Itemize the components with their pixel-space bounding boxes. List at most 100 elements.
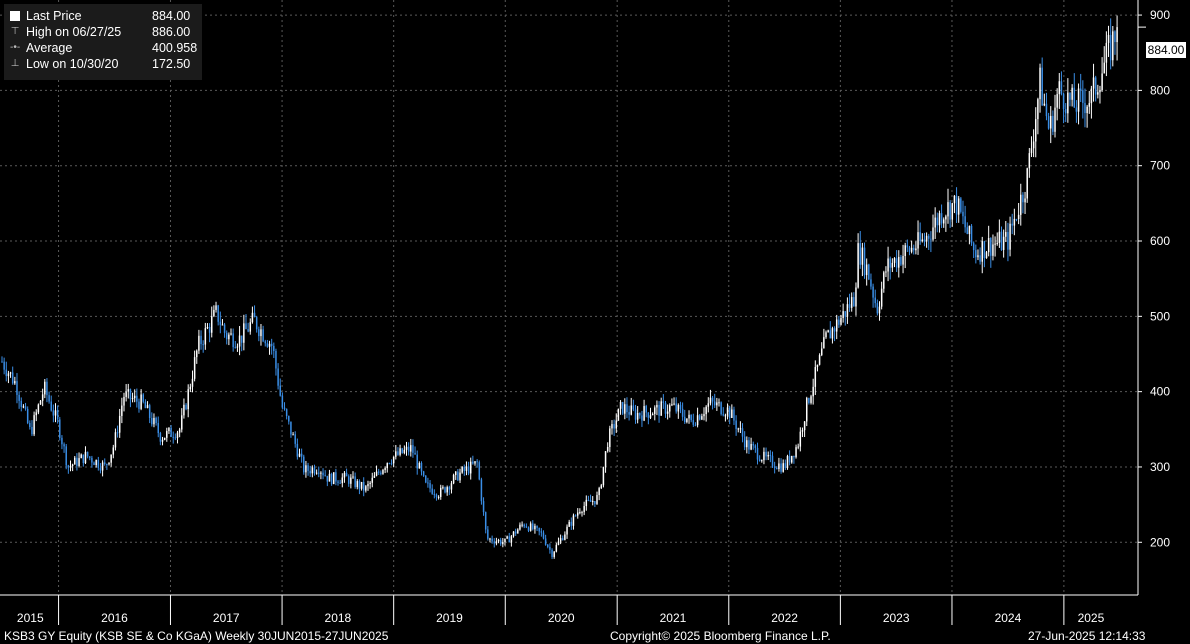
candle (994, 236, 996, 257)
candle (902, 244, 904, 274)
legend-row-average: -•- Average 400.958 (4, 40, 202, 56)
candle (275, 348, 277, 376)
candle (499, 537, 502, 546)
candle (467, 461, 470, 476)
candle (347, 474, 350, 487)
candle (369, 481, 371, 489)
candle (889, 256, 891, 280)
candle (39, 400, 42, 405)
candle (532, 520, 534, 531)
x-tick-label: 2025 (1078, 611, 1105, 625)
candle (266, 339, 269, 348)
candle (61, 435, 63, 450)
candle (713, 393, 716, 408)
candle (335, 468, 337, 486)
candle (474, 461, 476, 466)
candle (656, 400, 658, 416)
candle (979, 247, 981, 265)
candle (743, 431, 746, 451)
candle (542, 530, 545, 540)
candle (437, 495, 440, 500)
candle (675, 397, 677, 414)
candle (564, 531, 566, 541)
candle (694, 422, 697, 427)
candle (189, 383, 192, 393)
candle (228, 332, 230, 346)
candle (823, 328, 825, 349)
candle (703, 407, 705, 421)
candle (1077, 83, 1080, 125)
candle (1028, 147, 1031, 178)
candle (258, 326, 260, 342)
candle (566, 524, 568, 539)
candle (876, 299, 879, 316)
candle (604, 451, 607, 473)
x-tick-label: 2016 (101, 611, 128, 625)
candle (671, 398, 673, 407)
candle (908, 245, 911, 256)
candle (101, 460, 104, 477)
candle (709, 389, 712, 406)
candle (108, 462, 110, 466)
candle (932, 214, 934, 242)
candle (1097, 84, 1099, 99)
candle (803, 421, 806, 438)
candle (521, 521, 523, 528)
candle (427, 477, 429, 488)
candle (662, 394, 665, 409)
candle (660, 397, 662, 416)
candle (574, 514, 577, 517)
candle (1084, 88, 1086, 128)
candle (1030, 136, 1033, 157)
candle (153, 413, 155, 428)
candle (972, 241, 975, 259)
candle (763, 447, 765, 465)
candle (585, 495, 588, 511)
candle (786, 454, 789, 470)
security-footer: KSB3 GY Equity (KSB SE & Co KGaA) Weekly… (4, 629, 389, 643)
candle (5, 361, 8, 382)
candle (673, 397, 675, 406)
candle (392, 456, 395, 468)
candle (176, 430, 179, 444)
candle (262, 325, 264, 343)
candle (93, 461, 95, 466)
candle (1075, 100, 1078, 123)
candle (213, 305, 215, 318)
candle (906, 239, 909, 252)
candle (921, 233, 924, 243)
candle (127, 383, 130, 399)
candle (461, 466, 463, 474)
candle (1, 356, 3, 363)
candle (307, 462, 309, 476)
candle (506, 535, 508, 540)
candle (217, 304, 219, 326)
candle (11, 366, 14, 385)
candle (1116, 15, 1118, 61)
candle (611, 420, 613, 435)
candle (290, 421, 292, 438)
candle (1088, 90, 1091, 114)
candle (549, 543, 551, 554)
candle (14, 376, 16, 385)
legend-label: High on 06/27/25 (26, 25, 122, 39)
candle (155, 416, 157, 426)
candle (198, 329, 200, 354)
candle (737, 427, 740, 433)
candle (407, 442, 410, 456)
candle (930, 231, 932, 253)
candle (669, 403, 671, 418)
candle (600, 483, 603, 490)
candle (37, 403, 40, 415)
candle (129, 388, 132, 408)
candle (397, 447, 399, 456)
candle (362, 477, 365, 497)
candle (457, 469, 459, 482)
candle (651, 412, 654, 416)
candle (1022, 192, 1024, 214)
candle (1064, 103, 1067, 123)
candle (754, 444, 757, 453)
candle (634, 404, 637, 424)
candle (1082, 80, 1084, 119)
candle (444, 486, 446, 494)
